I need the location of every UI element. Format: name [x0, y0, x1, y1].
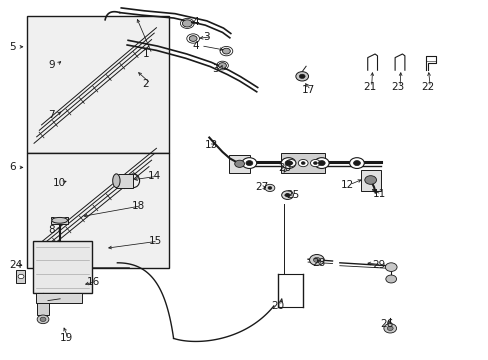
Bar: [37, 297, 49, 315]
Text: 7: 7: [48, 110, 55, 120]
Circle shape: [264, 184, 274, 192]
Text: 6: 6: [9, 162, 16, 172]
Circle shape: [285, 193, 289, 197]
Circle shape: [218, 63, 226, 68]
Circle shape: [222, 48, 230, 54]
Text: 23: 23: [390, 82, 404, 92]
Circle shape: [364, 176, 376, 184]
Text: 18: 18: [132, 201, 145, 211]
Circle shape: [189, 36, 197, 41]
Bar: [116, 174, 133, 188]
Text: 13: 13: [204, 140, 217, 150]
Text: 19: 19: [60, 333, 73, 343]
Circle shape: [295, 72, 308, 81]
Circle shape: [314, 158, 328, 168]
Circle shape: [37, 315, 49, 324]
Ellipse shape: [112, 174, 120, 188]
Text: 9: 9: [48, 60, 55, 70]
Circle shape: [310, 159, 320, 167]
Text: 17: 17: [302, 85, 315, 95]
Bar: [51, 217, 68, 224]
Bar: [360, 170, 381, 191]
Circle shape: [385, 275, 396, 283]
Circle shape: [267, 186, 271, 189]
Circle shape: [386, 326, 392, 330]
Text: 15: 15: [149, 236, 162, 246]
Text: 27: 27: [255, 182, 268, 192]
Text: 24: 24: [9, 260, 22, 270]
Text: 25: 25: [285, 190, 299, 200]
Text: 4: 4: [192, 41, 199, 51]
Text: 29: 29: [372, 260, 385, 270]
Circle shape: [182, 20, 192, 27]
Circle shape: [285, 161, 291, 166]
Text: 5: 5: [9, 42, 16, 52]
Text: 26: 26: [380, 319, 393, 329]
Text: 10: 10: [53, 178, 66, 188]
Text: 3: 3: [203, 32, 210, 42]
Circle shape: [349, 158, 364, 168]
Circle shape: [299, 74, 305, 78]
Circle shape: [285, 159, 295, 167]
Circle shape: [18, 274, 24, 279]
Circle shape: [353, 161, 360, 166]
Text: 1: 1: [143, 49, 150, 59]
Text: 28: 28: [311, 258, 325, 268]
Text: 16: 16: [87, 276, 100, 287]
Bar: [36, 293, 82, 303]
Bar: [33, 241, 92, 293]
Text: 12: 12: [340, 180, 353, 190]
Bar: [27, 16, 168, 153]
Text: 20: 20: [271, 301, 284, 311]
Circle shape: [385, 263, 396, 271]
Circle shape: [242, 158, 256, 168]
Text: 2: 2: [142, 78, 148, 89]
Circle shape: [318, 161, 325, 166]
Bar: [16, 270, 25, 283]
Circle shape: [301, 162, 305, 165]
Circle shape: [40, 317, 46, 321]
Circle shape: [234, 160, 244, 167]
Circle shape: [313, 162, 317, 165]
Text: 3: 3: [211, 64, 218, 74]
Circle shape: [288, 162, 292, 165]
Text: 11: 11: [372, 189, 385, 199]
Circle shape: [281, 191, 293, 199]
Bar: [228, 155, 250, 173]
Circle shape: [245, 161, 252, 166]
Circle shape: [313, 257, 320, 262]
Bar: [27, 153, 168, 268]
Circle shape: [309, 255, 324, 265]
Circle shape: [281, 158, 295, 168]
Text: 20: 20: [277, 163, 290, 174]
Circle shape: [298, 159, 307, 167]
Circle shape: [383, 324, 396, 333]
Text: 4: 4: [192, 17, 199, 27]
Text: 8: 8: [48, 225, 55, 235]
Ellipse shape: [52, 217, 67, 223]
Text: 21: 21: [362, 82, 375, 92]
Text: 14: 14: [147, 171, 161, 181]
Text: 22: 22: [421, 82, 434, 92]
Bar: [281, 153, 325, 173]
